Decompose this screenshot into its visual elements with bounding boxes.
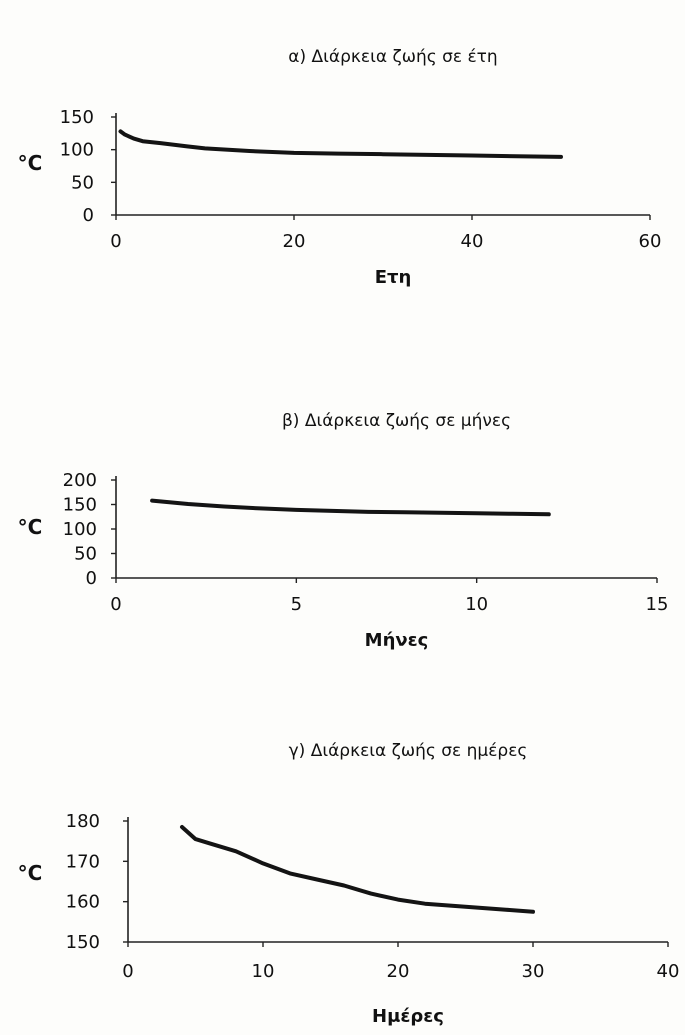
y-tick-label: 150 — [60, 107, 94, 128]
x-tick-label: 0 — [122, 961, 133, 982]
y-tick-label: 0 — [83, 205, 94, 226]
series-line-1 — [118, 129, 563, 159]
x-tick-label: 0 — [110, 594, 121, 615]
x-tick-label: 60 — [639, 231, 662, 252]
x-axis-label: Ετη — [375, 267, 412, 288]
x-tick-label: 15 — [646, 594, 669, 615]
y-tick-label: 160 — [66, 892, 100, 913]
y-tick-label: 100 — [60, 140, 94, 161]
chart-panel-1: α) Διάρκεια ζωής σε έτη 0 50 100 150 0 20 40 60 °… — [18, 47, 662, 288]
y-axis-label: °C — [18, 515, 43, 539]
y-tick-label: 200 — [63, 470, 97, 491]
chart-title: α) Διάρκεια ζωής σε έτη — [288, 47, 497, 67]
series-line-1 — [150, 498, 551, 517]
chart-title: γ) Διάρκεια ζωής σε ημέρες — [289, 741, 528, 761]
x-tick-label: 40 — [657, 961, 680, 982]
x-tick-label: 5 — [291, 594, 302, 615]
x-tick-label: 10 — [465, 594, 488, 615]
series-line-1 — [180, 825, 535, 914]
x-tick-label: 30 — [522, 961, 545, 982]
y-tick-label: 150 — [66, 932, 100, 953]
x-axis-label: Ημέρες — [372, 1006, 444, 1027]
y-tick-label: 170 — [66, 851, 100, 872]
y-tick-label: 180 — [66, 811, 100, 832]
chart-title: β) Διάρκεια ζωής σε μήνες — [282, 411, 511, 431]
x-tick-label: 20 — [387, 961, 410, 982]
y-tick-label: 50 — [71, 172, 94, 193]
x-tick-label: 40 — [461, 231, 484, 252]
x-axis-label: Μήνες — [365, 630, 429, 651]
x-tick-label: 10 — [252, 961, 275, 982]
y-tick-label: 50 — [74, 544, 97, 565]
x-tick-label: 0 — [110, 231, 121, 252]
y-axis-label: °C — [18, 151, 43, 175]
x-tick-label: 20 — [283, 231, 306, 252]
chart-panel-3: γ) Διάρκεια ζωής σε ημέρες 150 160 170 180 0 1… — [18, 741, 680, 1027]
y-tick-label: 100 — [63, 519, 97, 540]
y-tick-label: 0 — [86, 568, 97, 589]
chart-panel-2: β) Διάρκεια ζωής σε μήνες 0 50 100 150 200 0 5 1… — [18, 411, 669, 651]
y-tick-label: 150 — [63, 495, 97, 516]
y-axis-label: °C — [18, 861, 43, 885]
